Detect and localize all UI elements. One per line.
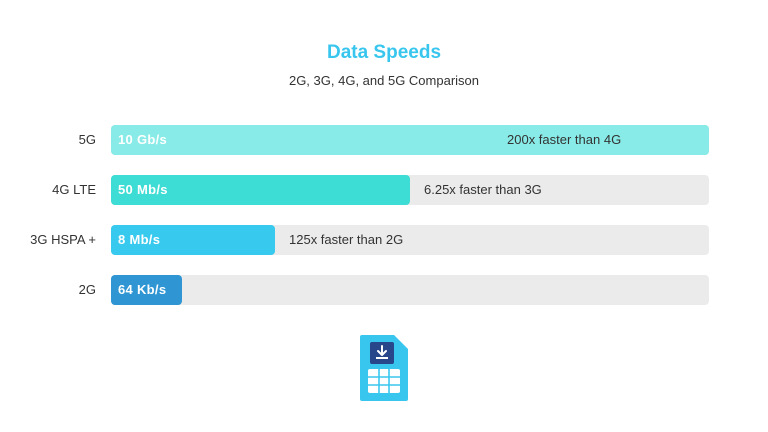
category-label: 2G xyxy=(78,282,96,297)
speed-label: 10 Gb/s xyxy=(118,132,168,147)
bar-row-3g-hspa: 3G HSPA + 8 Mb/s 125x faster than 2G xyxy=(0,225,768,255)
bar-row-4g-lte: 4G LTE 50 Mb/s 6.25x faster than 3G xyxy=(0,175,768,205)
chart-title: Data Speeds xyxy=(326,42,442,63)
category-label: 5G xyxy=(78,132,96,147)
bar-fill xyxy=(111,225,275,255)
speed-label: 64 Kb/s xyxy=(118,282,167,297)
bar-track xyxy=(111,275,709,305)
speed-label: 50 Mb/s xyxy=(118,182,168,197)
speed-label: 8 Mb/s xyxy=(118,232,161,247)
category-label: 3G HSPA + xyxy=(30,232,96,247)
bar-fill xyxy=(111,125,709,155)
comparison-label: 125x faster than 2G xyxy=(289,232,404,247)
sim-card-icon xyxy=(360,335,408,401)
bar-row-2g: 2G 64 Kb/s xyxy=(0,275,768,305)
comparison-label: 200x faster than 4G xyxy=(507,132,622,147)
bar-row-5g: 5G 10 Gb/s 200x faster than 4G xyxy=(0,125,768,155)
comparison-label: 6.25x faster than 3G xyxy=(424,182,542,197)
bar-fill xyxy=(111,175,410,205)
bar-fill xyxy=(111,275,182,305)
chart-subtitle: 2G, 3G, 4G, and 5G Comparison xyxy=(288,73,480,88)
category-label: 4G LTE xyxy=(52,182,96,197)
